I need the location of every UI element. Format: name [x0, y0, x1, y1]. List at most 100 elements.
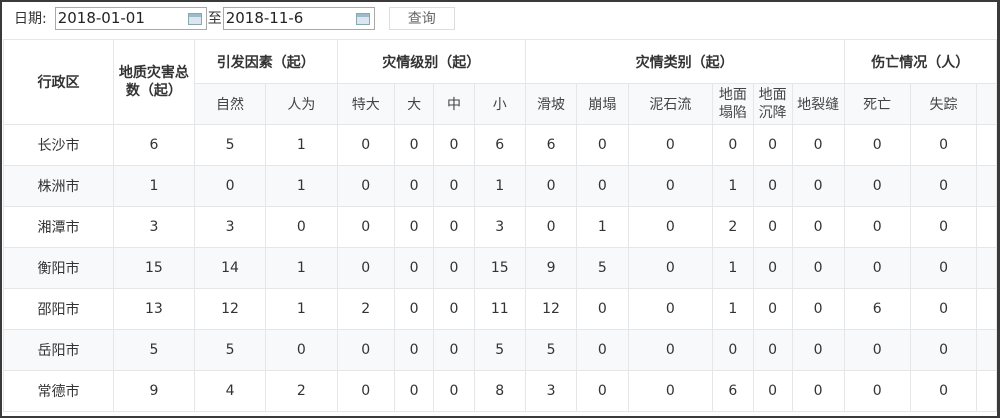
header-large: 大 — [393, 83, 435, 125]
value-cell: 0 — [433, 124, 475, 166]
value-cell: 1 — [712, 247, 754, 289]
value-cell: 0 — [791, 206, 845, 248]
value-cell: 0 — [393, 124, 435, 166]
header-debris-flow: 泥石流 — [627, 83, 714, 125]
value-cell: 1 — [113, 165, 195, 207]
value-cell: 0 — [433, 247, 475, 289]
value-cell: 3 — [193, 206, 267, 248]
header-death: 死亡 — [843, 83, 911, 125]
value-cell: 1 — [473, 165, 526, 207]
value-cell: 0 — [576, 288, 629, 330]
header-type: 灾情类别（起） — [524, 39, 845, 84]
disaster-stats-table: 行政区 地质灾害总数（起） 引发因素（起） 灾情级别（起） 灾情类别（起） 伤亡… — [3, 39, 997, 412]
value-cell: 0 — [752, 329, 793, 371]
value-cell: 0 — [843, 370, 911, 412]
region-cell: 岳阳市 — [3, 329, 114, 371]
value-cell: 0 — [576, 165, 629, 207]
query-button[interactable]: 查询 — [388, 6, 455, 30]
value-cell: 8 — [473, 370, 526, 412]
table-row: 湘潭市 3 3 0 0 0 0 3 0 1 0 2 0 0 0 0 — [3, 206, 997, 248]
value-cell: 0 — [909, 165, 978, 207]
value-cell: 0 — [752, 288, 793, 330]
value-cell: 0 — [627, 206, 714, 248]
value-cell: 0 — [627, 329, 714, 371]
value-cell: 2 — [336, 288, 395, 330]
date-label: 日期: — [14, 11, 47, 27]
value-cell: 0 — [627, 370, 714, 412]
value-cell: 0 — [433, 165, 475, 207]
value-cell: 3 — [524, 370, 578, 412]
value-cell: 0 — [791, 329, 845, 371]
header-overflow — [976, 83, 997, 125]
value-cell: 0 — [433, 370, 475, 412]
value-cell: 5 — [576, 247, 629, 289]
value-cell: 13 — [113, 288, 195, 330]
overflow-cell — [976, 165, 997, 207]
value-cell: 0 — [752, 247, 793, 289]
header-extra-large: 特大 — [336, 83, 395, 125]
table-row: 衡阳市 15 14 1 0 0 0 15 9 5 0 1 0 0 0 0 — [3, 247, 997, 289]
region-cell: 长沙市 — [3, 124, 114, 166]
value-cell: 5 — [193, 329, 267, 371]
value-cell: 0 — [433, 288, 475, 330]
table-row: 邵阳市 13 12 1 2 0 0 11 12 0 0 1 0 0 6 0 — [3, 288, 997, 330]
start-date-value: 2018-01-01 — [57, 9, 145, 27]
header-landslide: 滑坡 — [524, 83, 578, 125]
value-cell: 9 — [524, 247, 578, 289]
value-cell: 0 — [393, 165, 435, 207]
value-cell: 1 — [265, 124, 338, 166]
header-level: 灾情级别（起） — [336, 39, 526, 84]
calendar-icon[interactable] — [187, 12, 202, 25]
value-cell: 0 — [843, 247, 911, 289]
value-cell: 0 — [791, 165, 845, 207]
value-cell: 0 — [393, 288, 435, 330]
date-filter-bar: 日期: 2018-01-01 至 2018-11-6 查询 — [14, 6, 455, 30]
header-casualty: 伤亡情况（人） — [843, 39, 997, 84]
header-total: 地质灾害总数（起） — [113, 39, 195, 125]
region-cell: 常德市 — [3, 370, 114, 412]
header-small: 小 — [473, 83, 526, 125]
value-cell: 0 — [265, 206, 338, 248]
value-cell: 1 — [265, 288, 338, 330]
region-cell: 株洲市 — [3, 165, 114, 207]
value-cell: 0 — [433, 206, 475, 248]
value-cell: 0 — [393, 206, 435, 248]
value-cell: 1 — [712, 288, 754, 330]
value-cell: 0 — [265, 329, 338, 371]
value-cell: 2 — [265, 370, 338, 412]
value-cell: 0 — [433, 329, 475, 371]
value-cell: 5 — [524, 329, 578, 371]
value-cell: 15 — [113, 247, 195, 289]
table-row: 长沙市 6 5 1 0 0 0 6 6 0 0 0 0 0 0 0 — [3, 124, 997, 166]
value-cell: 0 — [524, 206, 578, 248]
date-separator: 至 — [207, 11, 222, 27]
value-cell: 1 — [265, 247, 338, 289]
value-cell: 1 — [265, 165, 338, 207]
value-cell: 0 — [909, 370, 978, 412]
table-row: 岳阳市 5 5 0 0 0 0 5 5 0 0 0 0 0 0 0 — [3, 329, 997, 371]
value-cell: 5 — [193, 124, 267, 166]
overflow-cell — [976, 370, 997, 412]
value-cell: 0 — [752, 370, 793, 412]
header-collapse: 崩塌 — [576, 83, 629, 125]
value-cell: 0 — [843, 124, 911, 166]
header-region: 行政区 — [3, 39, 114, 125]
value-cell: 0 — [791, 124, 845, 166]
value-cell: 0 — [627, 247, 714, 289]
header-natural: 自然 — [193, 83, 267, 125]
value-cell: 1 — [576, 206, 629, 248]
value-cell: 0 — [909, 329, 978, 371]
value-cell: 0 — [393, 370, 435, 412]
value-cell: 0 — [576, 329, 629, 371]
end-date-input[interactable]: 2018-11-6 — [222, 6, 375, 30]
value-cell: 0 — [336, 165, 395, 207]
header-human: 人为 — [265, 83, 338, 125]
value-cell: 3 — [113, 206, 195, 248]
value-cell: 0 — [336, 206, 395, 248]
start-date-input[interactable]: 2018-01-01 — [54, 6, 207, 30]
calendar-icon[interactable] — [355, 12, 370, 25]
overflow-cell — [976, 206, 997, 248]
header-subsidence: 地面沉降 — [752, 83, 793, 125]
value-cell: 0 — [791, 370, 845, 412]
value-cell: 2 — [712, 206, 754, 248]
